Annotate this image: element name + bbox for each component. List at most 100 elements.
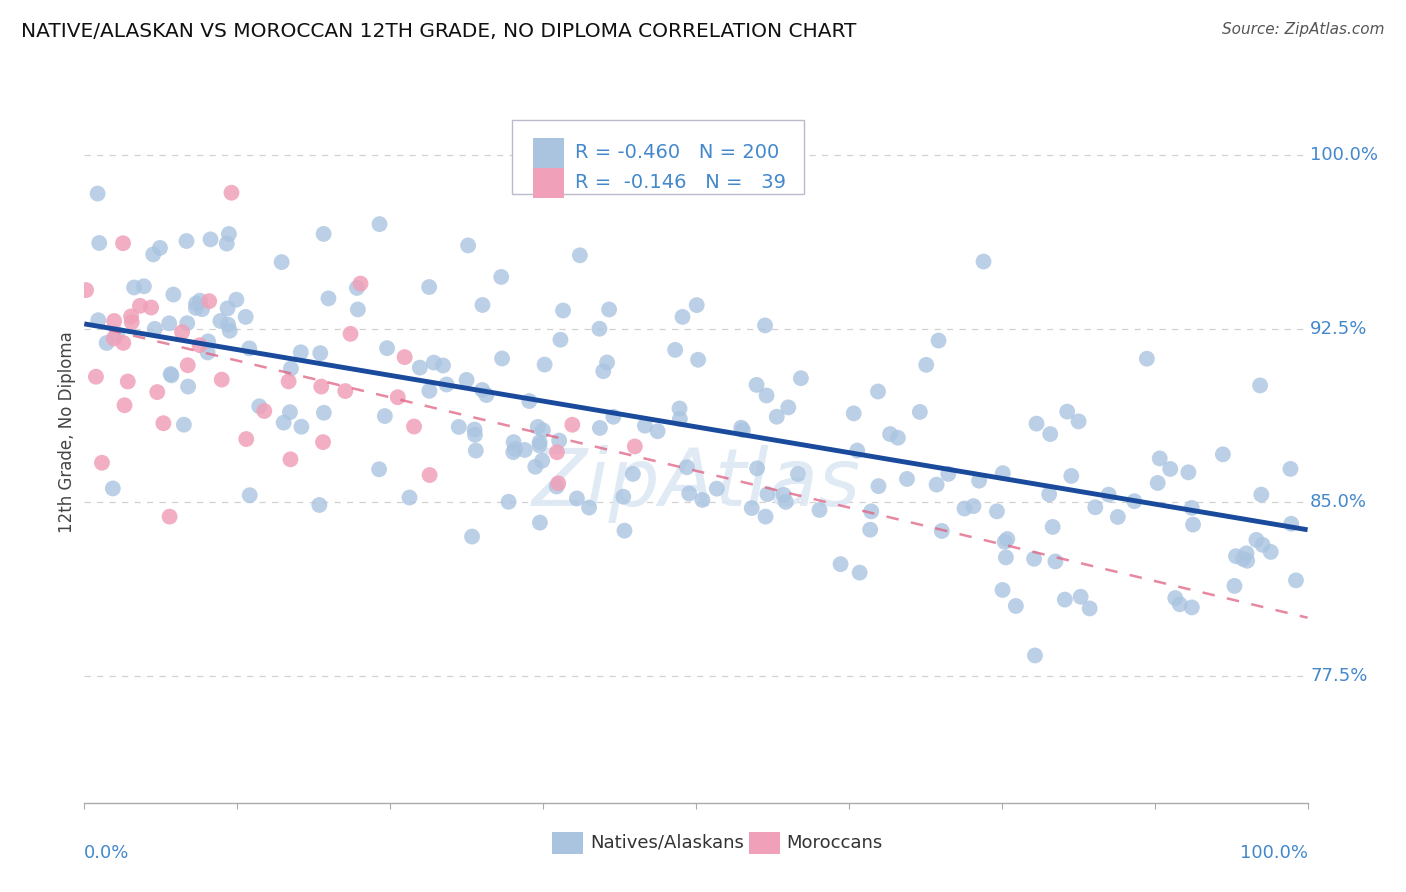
Point	[588, 322, 610, 336]
Point	[309, 346, 332, 360]
Point	[176, 316, 198, 330]
Point	[471, 298, 494, 312]
Point	[312, 406, 335, 420]
Point	[634, 418, 657, 433]
Point	[1232, 552, 1254, 566]
Point	[308, 498, 330, 512]
Point	[756, 487, 779, 501]
Point	[531, 423, 554, 437]
Point	[754, 318, 776, 333]
Point	[754, 509, 776, 524]
Point	[188, 293, 211, 308]
Point	[335, 384, 357, 398]
Point	[117, 375, 139, 389]
Text: R =  -0.146   N =   39: R = -0.146 N = 39	[575, 173, 786, 193]
Point	[592, 364, 614, 378]
Point	[1181, 600, 1204, 615]
Point	[706, 482, 728, 496]
Point	[531, 453, 554, 467]
Point	[755, 388, 778, 402]
Point	[868, 479, 890, 493]
Point	[142, 247, 165, 261]
Point	[533, 358, 555, 372]
Point	[87, 313, 110, 327]
Point	[235, 432, 257, 446]
Text: 0.0%: 0.0%	[84, 844, 129, 862]
Point	[475, 388, 498, 402]
Point	[368, 217, 391, 231]
Point	[173, 417, 195, 432]
Point	[731, 423, 754, 437]
Point	[1223, 579, 1246, 593]
Point	[96, 335, 118, 350]
Point	[973, 254, 995, 268]
Point	[225, 293, 247, 307]
Point	[925, 477, 948, 491]
Text: Natives/Alaskans: Natives/Alaskans	[591, 834, 744, 852]
Text: Source: ZipAtlas.com: Source: ZipAtlas.com	[1222, 22, 1385, 37]
Point	[432, 359, 454, 373]
Point	[159, 509, 181, 524]
Point	[1107, 510, 1129, 524]
Point	[1236, 554, 1258, 568]
Point	[613, 524, 636, 538]
Point	[84, 369, 107, 384]
Point	[848, 566, 870, 580]
Point	[772, 488, 794, 502]
Text: NATIVE/ALASKAN VS MOROCCAN 12TH GRADE, NO DIPLOMA CORRELATION CHART: NATIVE/ALASKAN VS MOROCCAN 12TH GRADE, N…	[21, 22, 856, 41]
Point	[686, 298, 709, 312]
Point	[1078, 601, 1101, 615]
Point	[546, 479, 568, 493]
Point	[778, 401, 800, 415]
Point	[790, 371, 813, 385]
Point	[91, 456, 114, 470]
Point	[565, 491, 588, 506]
Point	[1056, 404, 1078, 418]
Point	[160, 368, 183, 383]
Point	[1098, 487, 1121, 501]
Point	[1250, 488, 1272, 502]
Point	[524, 459, 547, 474]
Point	[887, 431, 910, 445]
Point	[1177, 466, 1199, 480]
Point	[456, 373, 478, 387]
Point	[277, 375, 299, 389]
Point	[253, 404, 276, 418]
Point	[1149, 451, 1171, 466]
Point	[859, 523, 882, 537]
Text: 100.0%: 100.0%	[1310, 146, 1378, 164]
Point	[1042, 520, 1064, 534]
Point	[218, 227, 240, 241]
Text: ZipAtlas: ZipAtlas	[531, 445, 860, 524]
Point	[967, 474, 990, 488]
Point	[129, 299, 152, 313]
Point	[89, 235, 111, 250]
Point	[143, 322, 166, 336]
Point	[730, 420, 752, 434]
Point	[1249, 378, 1271, 392]
Point	[866, 384, 889, 399]
Point	[464, 443, 486, 458]
Point	[669, 412, 692, 426]
Point	[1060, 469, 1083, 483]
Point	[103, 331, 125, 345]
Point	[152, 416, 174, 430]
Point	[347, 302, 370, 317]
Point	[1225, 549, 1247, 564]
Point	[671, 310, 693, 324]
Text: 85.0%: 85.0%	[1310, 493, 1367, 511]
Point	[1212, 447, 1234, 461]
Point	[157, 316, 180, 330]
Point	[349, 277, 371, 291]
Point	[447, 420, 470, 434]
Text: 77.5%: 77.5%	[1310, 666, 1368, 684]
Point	[598, 302, 620, 317]
Point	[1246, 533, 1268, 547]
Point	[991, 582, 1014, 597]
Point	[191, 302, 214, 317]
Point	[578, 500, 600, 515]
Point	[290, 345, 312, 359]
Point	[931, 524, 953, 538]
Point	[1181, 500, 1204, 515]
Point	[312, 227, 335, 241]
